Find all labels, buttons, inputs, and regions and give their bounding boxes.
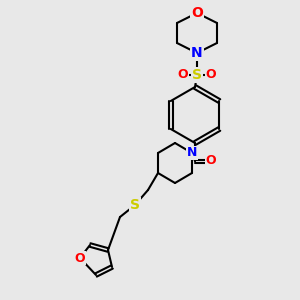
Text: O: O (75, 251, 85, 265)
Text: O: O (191, 6, 203, 20)
Text: O: O (206, 68, 216, 82)
Text: S: S (192, 68, 202, 82)
Text: N: N (187, 146, 197, 160)
Text: O: O (178, 68, 188, 82)
Text: N: N (191, 46, 203, 60)
Text: O: O (206, 154, 216, 167)
Text: S: S (130, 198, 140, 212)
